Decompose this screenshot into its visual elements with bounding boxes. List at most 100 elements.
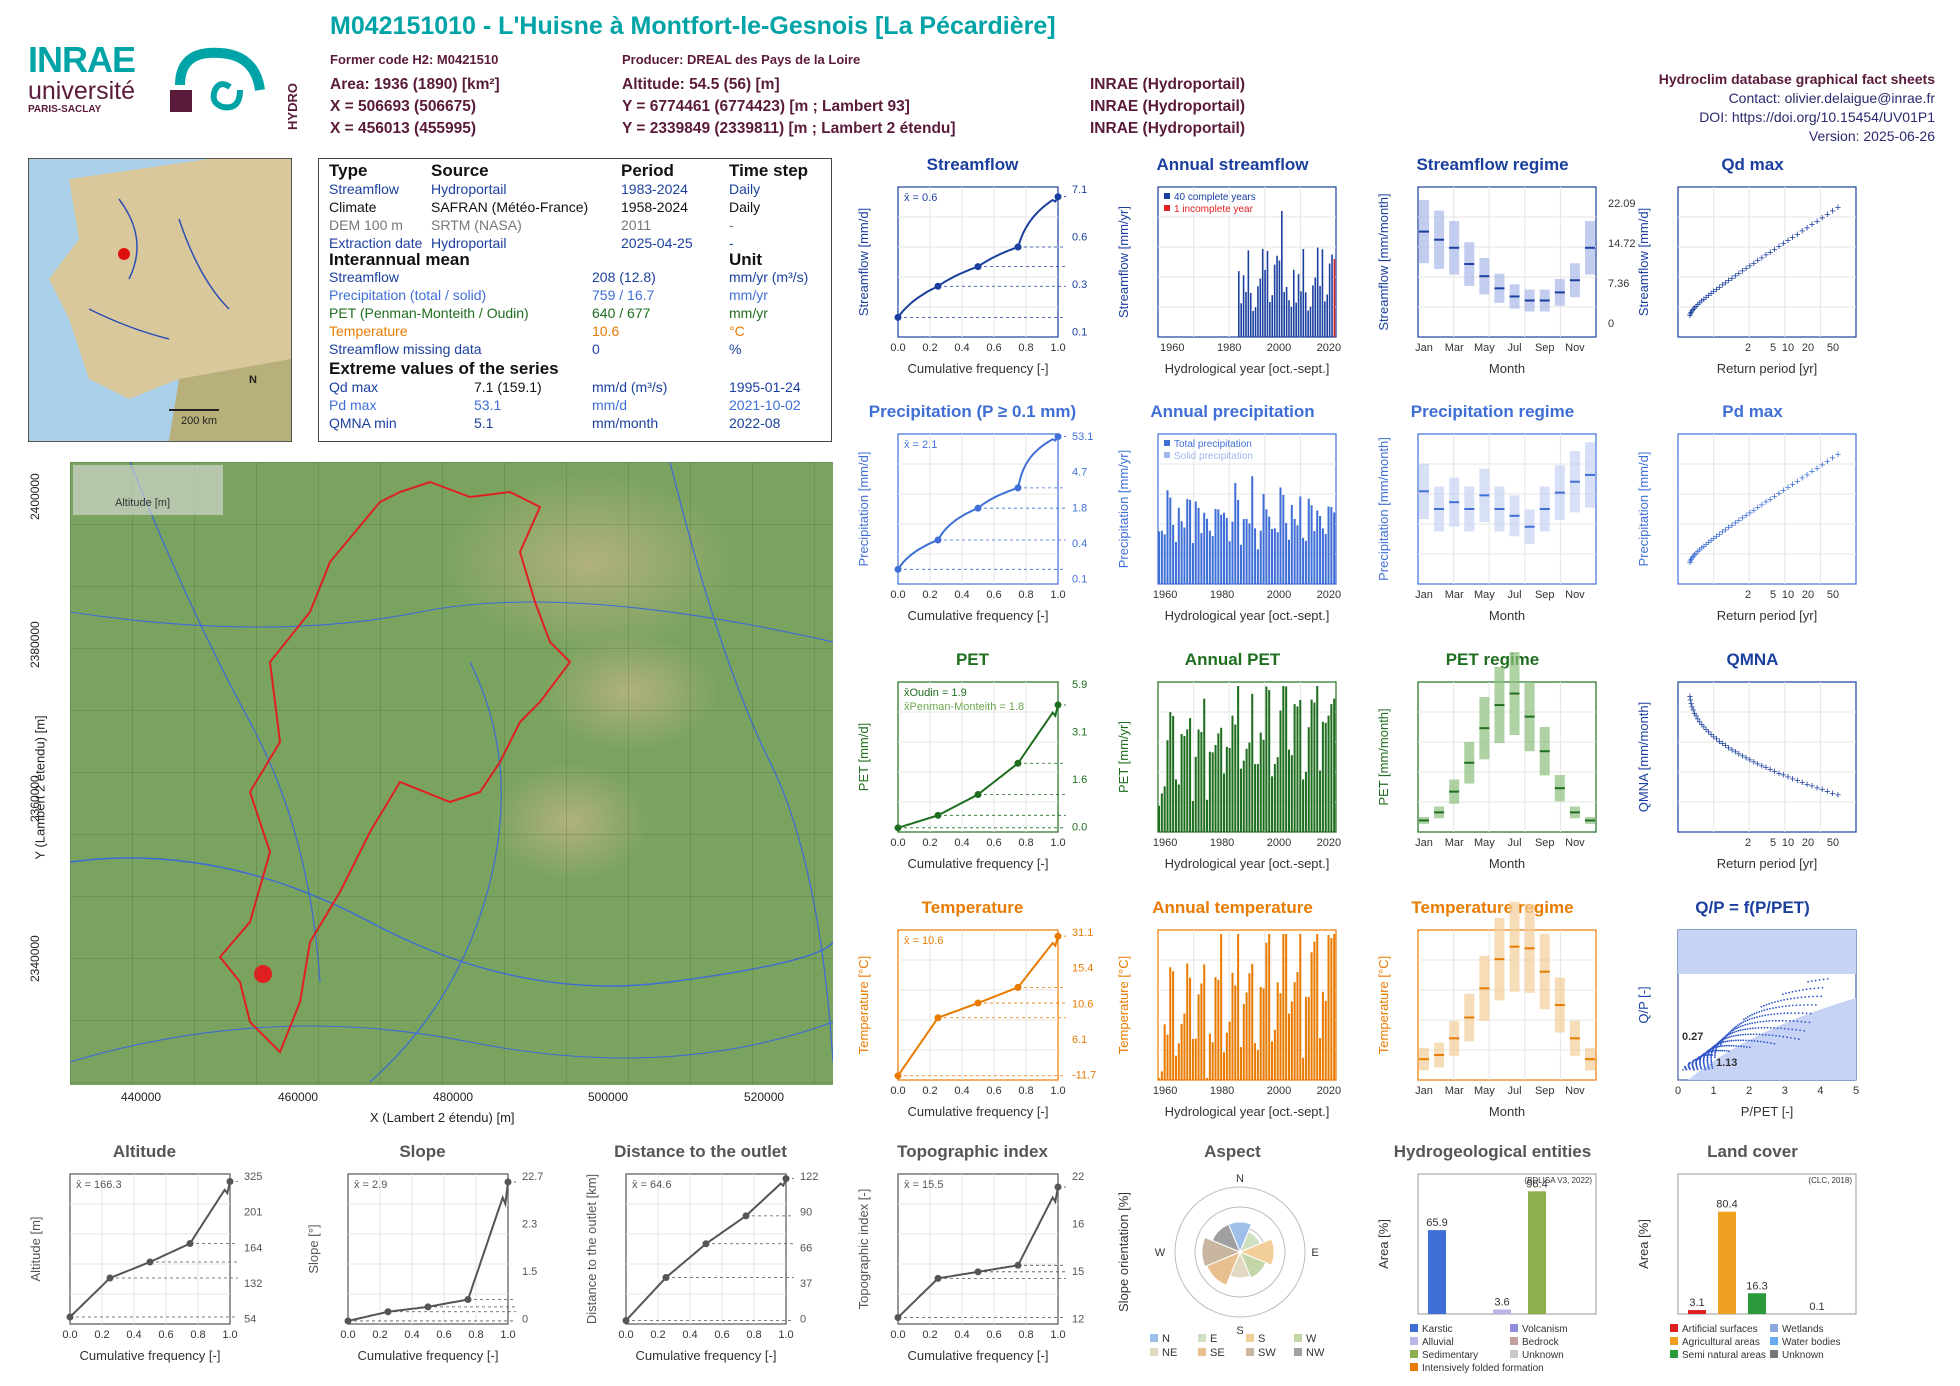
panel-plot: 5.9 3.1 1.6 0.0 x̄Oudin = 1.9 x̄Penman-Montei… <box>856 679 1087 871</box>
panel-plot: Jan Mar May Jul Sep Nov 22.09 14.72 7.36 0 Month St… <box>1376 186 1636 376</box>
data-point: + <box>1747 507 1753 519</box>
panel-title: Land cover <box>1707 1142 1798 1161</box>
data-point <box>1682 1069 1684 1071</box>
quantile-point <box>782 1175 790 1183</box>
data-point: + <box>1690 705 1696 717</box>
legend-swatch <box>1410 1337 1418 1345</box>
panel-slope: Slope 22.7 2.3 1.5 0 x̄ = 2.9 0.0 0.2 0.4 0.6 0.8 1… <box>300 1142 545 1372</box>
catchment-map: Altitude [m] <box>70 462 833 1085</box>
data-point <box>1702 1053 1705 1056</box>
data-point: + <box>1687 557 1693 569</box>
data-point <box>1711 1046 1714 1049</box>
annual-bar <box>1203 698 1206 832</box>
y-axis-label: Streamflow [mm/yr] <box>1116 206 1131 318</box>
x-tick: 0.2 <box>922 1085 937 1097</box>
x-tick: 1960 <box>1153 589 1177 601</box>
y-axis-label: Streamflow [mm/d] <box>1636 208 1651 316</box>
data-point <box>1751 1027 1754 1030</box>
panel-distance: Distance to the outlet 122 90 66 37 0 x̄ = 64.… <box>578 1142 823 1372</box>
map-xtick: 520000 <box>744 1090 785 1104</box>
x-axis-label: Month <box>1489 1104 1525 1119</box>
annual-bar <box>1208 751 1211 832</box>
annual-bar <box>1257 286 1259 337</box>
annual-bar <box>1285 287 1288 337</box>
data-point: + <box>1725 742 1731 754</box>
hydro-logo-icon <box>170 47 265 112</box>
data-point <box>1810 980 1813 982</box>
data-point: + <box>1732 517 1738 529</box>
annual-bar <box>1186 963 1189 1080</box>
data-point <box>1758 1010 1761 1013</box>
data-point <box>1762 1020 1765 1023</box>
extreme-date: 2022-08 <box>729 415 781 431</box>
data-point <box>1702 1059 1705 1062</box>
x-tick: 2020 <box>1317 342 1341 354</box>
data-point <box>1710 1061 1713 1064</box>
x-tick: 0.6 <box>986 1085 1001 1097</box>
annual-bar <box>1206 799 1209 832</box>
panel-title: Topographic index <box>897 1142 1048 1161</box>
data-point <box>1723 1037 1726 1040</box>
annual-bar <box>1321 528 1324 584</box>
y-axis-label: PET [mm/month] <box>1376 708 1391 805</box>
info-period: 1983-2024 <box>621 181 688 197</box>
data-point: + <box>1688 698 1694 710</box>
data-point <box>1692 1060 1694 1063</box>
data-point <box>1696 1067 1699 1069</box>
rose-sector <box>1201 1236 1242 1268</box>
info-source: Hydroportail <box>431 235 507 251</box>
panel-plot: Jan Mar May Jul Sep Nov Month Temperature [°C] <box>1376 901 1597 1119</box>
annual-bar <box>1254 764 1257 832</box>
data-point <box>1813 987 1816 990</box>
annual-bar <box>1191 543 1194 584</box>
data-point <box>1781 993 1784 996</box>
quantile-point <box>106 1274 114 1282</box>
data-point: + <box>1713 284 1719 296</box>
data-point <box>1739 1025 1742 1028</box>
data-point <box>1805 1012 1808 1015</box>
data-point <box>1800 1020 1803 1023</box>
map-xtick: 460000 <box>278 1090 319 1104</box>
data-point <box>1746 1023 1749 1026</box>
x-tick: 0.2 <box>922 589 937 601</box>
mean-value: 0 <box>592 341 600 357</box>
annual-bar <box>1228 541 1231 584</box>
map-xtick: 500000 <box>588 1090 629 1104</box>
data-point <box>1720 1039 1723 1042</box>
data-point <box>1749 1027 1752 1030</box>
annual-bar <box>1251 963 1254 1080</box>
annual-bar <box>1220 934 1223 1080</box>
quantile-label: 0.4 <box>1072 538 1087 550</box>
x2e-line: X = 456013 (455995) <box>330 120 477 137</box>
annual-bar <box>1225 518 1228 584</box>
inrae-logo-text: INRAE <box>28 39 136 80</box>
x-tick: 2020 <box>1317 589 1341 601</box>
data-point: + <box>1785 482 1791 494</box>
data-point: + <box>1771 766 1777 778</box>
annual-bar <box>1197 994 1200 1080</box>
annual-bar <box>1262 739 1265 832</box>
data-point <box>1711 1049 1714 1051</box>
x-axis-label: Return period [yr] <box>1717 361 1817 376</box>
plot-frame <box>1417 433 1597 585</box>
panel-title: Distance to the outlet <box>614 1142 787 1161</box>
data-point <box>1704 1068 1707 1071</box>
annual-bar <box>1160 1071 1163 1080</box>
annual-bar <box>1248 742 1251 832</box>
data-point <box>1695 1058 1698 1061</box>
info-table: Type Source Period Time step Streamflow H… <box>318 158 832 442</box>
data-point <box>1753 1040 1756 1042</box>
data-point <box>1737 1045 1740 1047</box>
data-point: + <box>1688 554 1694 566</box>
annual-bar <box>1304 996 1307 1080</box>
data-point <box>1798 989 1801 992</box>
y93-line: Y = 6774461 (6774423) [m ; Lambert 93] <box>622 98 910 115</box>
data-point <box>1786 1012 1789 1015</box>
annual-bar <box>1169 497 1172 584</box>
x-tick: 1980 <box>1217 342 1241 354</box>
data-point <box>1710 1059 1713 1062</box>
month-tick: Sep <box>1535 837 1555 849</box>
data-point <box>1822 978 1825 981</box>
data-point: + <box>1767 494 1773 506</box>
data-point: + <box>1755 255 1761 267</box>
